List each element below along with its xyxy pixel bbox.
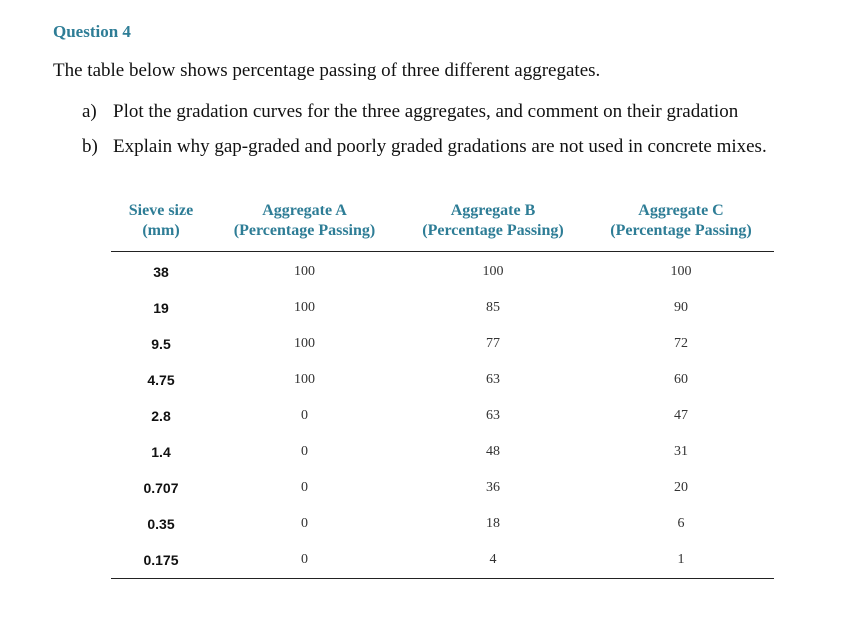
aggregate-b-cell: 85 xyxy=(486,300,500,315)
table-row: 1.4 0 48 31 xyxy=(111,434,774,470)
sieve-size-cell: 2.8 xyxy=(151,408,171,424)
aggregate-a-cell: 100 xyxy=(294,264,315,279)
part-a: a) Plot the gradation curves for the thr… xyxy=(82,101,767,136)
table-row: 2.8 0 63 47 xyxy=(111,398,774,434)
header-aggregate-b-line2: (Percentage Passing) xyxy=(422,222,564,239)
header-aggregate-c-line1: Aggregate C xyxy=(638,202,724,219)
aggregate-b-cell: 77 xyxy=(486,336,500,351)
aggregate-c-cell: 6 xyxy=(677,516,685,531)
gradation-table: Sieve size (mm) Aggregate A (Percentage … xyxy=(111,201,774,579)
sieve-size-cell: 9.5 xyxy=(151,336,171,352)
aggregate-c-cell: 1 xyxy=(588,542,774,579)
header-aggregate-b-line1: Aggregate B xyxy=(450,202,536,219)
table-row: 0.175 0 4 1 xyxy=(111,542,774,579)
sieve-size-cell: 0.707 xyxy=(143,480,179,496)
part-a-marker: a) xyxy=(82,101,97,122)
question-title: Question 4 xyxy=(53,22,131,41)
header-aggregate-b: Aggregate B (Percentage Passing) xyxy=(398,201,588,252)
aggregate-c-cell: 31 xyxy=(674,444,688,459)
aggregate-b-cell: 63 xyxy=(486,372,500,387)
aggregate-b-cell: 63 xyxy=(486,408,500,423)
sieve-size-cell: 0.175 xyxy=(111,542,211,579)
aggregate-c-cell: 60 xyxy=(674,372,688,387)
aggregate-a-cell: 100 xyxy=(294,300,315,315)
aggregate-c-cell: 90 xyxy=(674,300,688,315)
table-row: 0.35 0 18 6 xyxy=(111,506,774,542)
header-sieve-size: Sieve size (mm) xyxy=(111,201,211,252)
table-row: 38 100 100 100 xyxy=(111,252,774,291)
part-a-text: Plot the gradation curves for the three … xyxy=(113,101,739,122)
aggregate-c-cell: 20 xyxy=(674,480,688,495)
sieve-size-cell: 4.75 xyxy=(147,372,175,388)
aggregate-c-cell: 100 xyxy=(670,264,692,279)
table-row: 0.707 0 36 20 xyxy=(111,470,774,506)
table-body: 38 100 100 100 19 100 85 90 9.5 100 77 7… xyxy=(111,252,774,579)
header-aggregate-a-line1: Aggregate A xyxy=(262,202,347,219)
aggregate-b-cell: 48 xyxy=(486,444,500,459)
aggregate-a-cell: 100 xyxy=(294,372,315,387)
aggregate-b-cell: 36 xyxy=(486,480,500,495)
aggregate-a-cell: 0 xyxy=(301,480,308,495)
aggregate-c-cell: 72 xyxy=(674,336,688,351)
header-aggregate-c-line2: (Percentage Passing) xyxy=(610,222,752,239)
aggregate-c-cell: 47 xyxy=(674,408,688,423)
header-sieve-size-line2: (mm) xyxy=(142,222,180,239)
sieve-size-cell: 0.35 xyxy=(147,516,175,532)
question-intro: The table below shows percentage passing… xyxy=(53,60,601,81)
question-parts: a) Plot the gradation curves for the thr… xyxy=(82,101,767,171)
part-b-text: Explain why gap-graded and poorly graded… xyxy=(113,136,767,157)
sieve-size-cell: 38 xyxy=(153,264,169,280)
table-header-row: Sieve size (mm) Aggregate A (Percentage … xyxy=(111,201,774,252)
header-aggregate-a: Aggregate A (Percentage Passing) xyxy=(211,201,398,252)
table-row: 4.75 100 63 60 xyxy=(111,362,774,398)
aggregate-a-cell: 0 xyxy=(301,408,308,423)
header-aggregate-c: Aggregate C (Percentage Passing) xyxy=(588,201,774,252)
part-b-marker: b) xyxy=(82,136,98,157)
aggregate-a-cell: 0 xyxy=(301,516,308,531)
aggregate-b-cell: 100 xyxy=(482,264,504,279)
table-row: 9.5 100 77 72 xyxy=(111,326,774,362)
aggregate-a-cell: 100 xyxy=(294,336,315,351)
aggregate-a-cell: 0 xyxy=(211,542,398,579)
sieve-size-cell: 1.4 xyxy=(151,444,171,460)
aggregate-b-cell: 18 xyxy=(486,516,500,531)
sieve-size-cell: 19 xyxy=(153,300,169,316)
part-b: b) Explain why gap-graded and poorly gra… xyxy=(82,136,767,171)
header-sieve-size-line1: Sieve size xyxy=(128,202,194,219)
aggregate-b-cell: 4 xyxy=(398,542,588,579)
header-aggregate-a-line2: (Percentage Passing) xyxy=(233,222,376,239)
table-row: 19 100 85 90 xyxy=(111,290,774,326)
aggregate-a-cell: 0 xyxy=(301,444,308,459)
